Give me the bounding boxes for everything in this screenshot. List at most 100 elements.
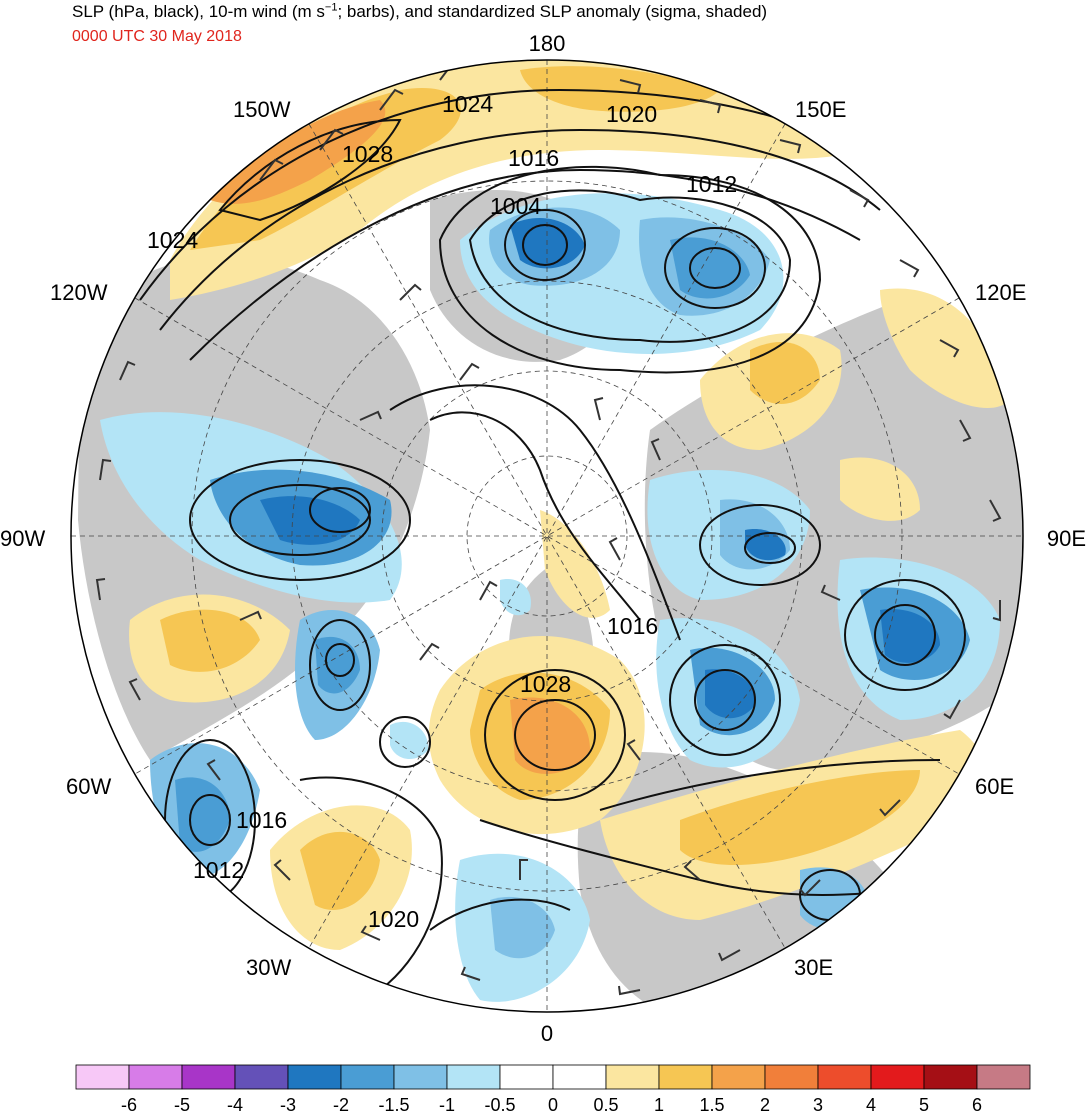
- meridian-120e-60w: [134, 297, 960, 775]
- anomaly-region-pos-russia-core: [680, 770, 920, 865]
- isobar-low-1004-a-inner: [522, 224, 568, 266]
- colorbar-swatch: [923, 1064, 978, 1090]
- lon-label-0: 0: [541, 1021, 553, 1046]
- colorbar-swatch: [181, 1064, 236, 1090]
- isobar-1016-arctic: [429, 411, 641, 621]
- isobar-1020-atlantic: [299, 776, 443, 991]
- isobar-1028-north: [218, 118, 402, 222]
- positive-anomaly-layer: [129, 60, 1010, 950]
- isobar-label: 1016: [607, 613, 658, 639]
- colorbar-swatch: [499, 1064, 554, 1090]
- map-boundary: [70, 59, 1024, 1013]
- isobar-label: 1024: [147, 227, 198, 253]
- wind-barb: [879, 799, 901, 817]
- lon-label-60w: 60W: [66, 774, 111, 799]
- isobar-label: 1020: [368, 906, 419, 932]
- wind-barb: [319, 128, 344, 151]
- colorbar-swatch: [605, 1064, 660, 1090]
- isobar-label: 1016: [236, 807, 287, 833]
- isobar-label: 1012: [193, 857, 244, 883]
- anomaly-region-pos-canada-core: [160, 609, 260, 672]
- isobar-label: 1028: [342, 141, 393, 167]
- isobar-label: 1024: [442, 91, 493, 117]
- wind-barb: [779, 139, 802, 154]
- colorbar-tick-label: -3: [280, 1095, 296, 1112]
- colorbar-swatch: [870, 1064, 925, 1090]
- anomaly-region-neg-baffin-core: [315, 636, 360, 694]
- isobar-label: 1028: [520, 671, 571, 697]
- colorbar-swatch: [658, 1064, 713, 1090]
- wind-barb-layer: [95, 60, 1002, 996]
- wind-barb: [618, 985, 641, 996]
- wind-barb: [359, 410, 382, 421]
- longitude-labels: 180 0 90W 90E 150W 120W 150E 120E 60W 30…: [0, 31, 1086, 1046]
- isobar-1020-russia: [599, 759, 941, 811]
- wind-barb: [699, 99, 722, 114]
- anomaly-region-pos-europe-max: [510, 697, 590, 774]
- anomaly-region-neg-siberia-b-max: [705, 669, 756, 719]
- wind-barb: [989, 499, 1002, 522]
- colorbar-tick-label: -1.5: [378, 1095, 409, 1112]
- meridian-150e-30w: [308, 123, 786, 949]
- lon-label-150e: 150E: [795, 97, 846, 122]
- lon-label-180: 180: [529, 31, 566, 56]
- isobar-low-canada: [189, 459, 411, 581]
- colorbar-swatch: [552, 1064, 607, 1090]
- isobar-low-canada-inner: [229, 484, 371, 556]
- wind-barb: [419, 642, 440, 661]
- isobar-1012-north: [438, 165, 822, 374]
- anomaly-region-neg-east-asia-max: [880, 609, 940, 663]
- colorbar-swatch: [446, 1064, 501, 1090]
- isobar-low-north-b-inner: [689, 247, 741, 289]
- wind-barb: [379, 88, 404, 111]
- wind-barb: [608, 537, 621, 561]
- isobar-low-labrador-inner: [189, 794, 231, 846]
- isobar-low-siberia-b: [669, 644, 781, 756]
- colorbar-tick-label: 3: [813, 1095, 823, 1112]
- colorbar-tick-label: -0.5: [484, 1095, 515, 1112]
- colorbar-swatch: [75, 1064, 130, 1090]
- wind-barb: [206, 759, 221, 781]
- anomaly-region-pos-east: [880, 288, 1010, 409]
- wind-barb: [959, 419, 972, 442]
- colorbar-tick-label: -6: [121, 1095, 137, 1112]
- colorbar-tick-label: -1: [439, 1095, 455, 1112]
- lon-label-150w: 150W: [233, 97, 291, 122]
- colorbar-swatch: [764, 1064, 819, 1090]
- colorbar-tick-label: 0: [548, 1095, 558, 1112]
- colorbar-swatch: [817, 1064, 872, 1090]
- wind-barb: [479, 580, 498, 601]
- isobar-low-north-b: [664, 227, 766, 309]
- colorbar-tick-label: 1.5: [699, 1095, 724, 1112]
- valid-time-label: 0000 UTC 30 May 2018: [72, 28, 242, 45]
- wind-barb: [650, 438, 661, 461]
- isobar-1008-north: [468, 189, 792, 343]
- figure-title: SLP (hPa, black), 10-m wind (m s−1; barb…: [72, 1, 768, 21]
- parallel-80n: [466, 455, 628, 617]
- anomaly-region-neg-atlantic-core: [490, 896, 555, 959]
- isobar-1012-atlantic: [429, 898, 571, 931]
- lon-label-120e: 120E: [975, 280, 1026, 305]
- isobar-low-baffin-inner: [325, 643, 355, 677]
- isobar-low-1004-a: [504, 209, 586, 281]
- parallel-60n: [291, 280, 803, 792]
- anomaly-region-pos-east-2: [840, 457, 920, 521]
- isobar-low-siberia-a-inner: [744, 532, 796, 564]
- lon-label-120w: 120W: [50, 280, 108, 305]
- wind-barb: [718, 949, 741, 962]
- polar-stereographic-map: 1024 1020 1028 1016 1012 1004 1024 1016 …: [0, 31, 1086, 1046]
- wind-barb: [119, 360, 136, 381]
- colorbar-swatch: [393, 1064, 448, 1090]
- isobar-low-siberia-b-inner: [694, 669, 756, 731]
- colorbar-swatch: [976, 1064, 1031, 1090]
- wind-barb: [899, 259, 920, 278]
- negative-anomaly-layer: [100, 193, 1000, 1002]
- anomaly-region-pos-atlantic-core: [300, 831, 380, 910]
- colorbar-tick-label: -2: [333, 1095, 349, 1112]
- isobar-label: 1004: [490, 193, 541, 219]
- wind-barb: [799, 879, 821, 897]
- wind-barb: [626, 739, 641, 761]
- colorbar-tick-label: 5: [919, 1095, 929, 1112]
- graticule: [71, 60, 1023, 1012]
- colorbar-ticks: -6 -5 -4 -3 -2 -1.5 -1 -0.5 0 0.5 1 1.5 2 3 4 5 6: [121, 1095, 982, 1112]
